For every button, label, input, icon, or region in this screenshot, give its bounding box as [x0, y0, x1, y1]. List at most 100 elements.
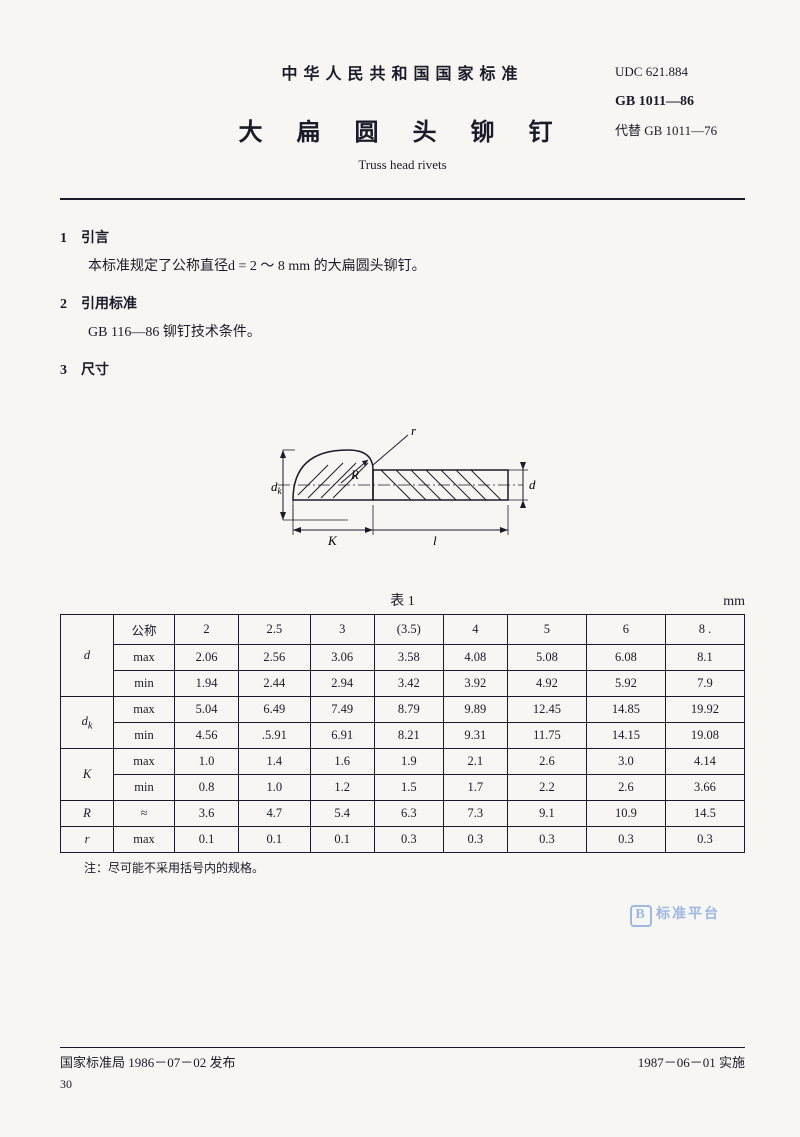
value-cell: 14.5 — [665, 801, 744, 827]
value-cell: 9.31 — [443, 723, 507, 749]
value-cell: 3 — [310, 615, 374, 645]
param-cell: dk — [61, 697, 114, 749]
label-d: d — [529, 477, 536, 492]
label-r: r — [411, 423, 417, 438]
value-cell: 2.56 — [239, 645, 311, 671]
page: 中华人民共和国国家标准 大 扁 圆 头 铆 钉 Truss head rivet… — [0, 0, 800, 1137]
table-caption-row: 表 1 mm — [60, 590, 745, 610]
dimension-table: d公称22.53(3.5)4568 .max2.062.563.063.584.… — [60, 614, 745, 853]
value-cell: 2.5 — [239, 615, 311, 645]
value-cell: 3.42 — [374, 671, 443, 697]
subparam-cell: max — [114, 827, 175, 853]
value-cell: 8.79 — [374, 697, 443, 723]
watermark-logo: B — [630, 905, 652, 927]
value-cell: 1.94 — [175, 671, 239, 697]
value-cell: 0.3 — [586, 827, 665, 853]
value-cell: 6 — [586, 615, 665, 645]
value-cell: 5.92 — [586, 671, 665, 697]
value-cell: 2.94 — [310, 671, 374, 697]
label-big-r: R — [350, 467, 359, 482]
param-cell: K — [61, 749, 114, 801]
replaces-code: 代替 GB 1011—76 — [615, 117, 745, 146]
value-cell: 5 — [507, 615, 586, 645]
value-cell: 5.08 — [507, 645, 586, 671]
table-note: 注：尽可能不采用括号内的规格。 — [60, 859, 745, 876]
value-cell: 0.1 — [239, 827, 311, 853]
title-chinese: 大 扁 圆 头 铆 钉 — [190, 112, 615, 147]
value-cell: 4.14 — [665, 749, 744, 775]
value-cell: 4.08 — [443, 645, 507, 671]
value-cell: 4.7 — [239, 801, 311, 827]
value-cell: 14.15 — [586, 723, 665, 749]
subparam-cell: max — [114, 697, 175, 723]
section-1-body: 本标准规定了公称直径d = 2 ～ 8 mm 的大扁圆头铆钉。 — [60, 253, 745, 281]
value-cell: 3.6 — [175, 801, 239, 827]
table-row: min4.56.5.916.918.219.3111.7514.1519.08 — [61, 723, 745, 749]
udc-code: UDC 621.884 — [615, 58, 745, 87]
footer-effective: 1987－06－01 实施 — [638, 1052, 745, 1071]
value-cell: 1.4 — [239, 749, 311, 775]
label-dk-sub: k — [277, 486, 282, 496]
table-row: max2.062.563.063.584.085.086.088.1 — [61, 645, 745, 671]
subparam-cell: 公称 — [114, 615, 175, 645]
value-cell: .5.91 — [239, 723, 311, 749]
subparam-cell: min — [114, 775, 175, 801]
value-cell: 1.7 — [443, 775, 507, 801]
value-cell: 10.9 — [586, 801, 665, 827]
param-cell: d — [61, 615, 114, 697]
value-cell: 3.0 — [586, 749, 665, 775]
header-codes: UDC 621.884 GB 1011—86 代替 GB 1011—76 — [615, 50, 745, 146]
footer: 国家标准局 1986－07－02 发布 1987－06－01 实施 30 — [60, 1047, 745, 1092]
value-cell: 6.08 — [586, 645, 665, 671]
value-cell: 11.75 — [507, 723, 586, 749]
header-center: 中华人民共和国国家标准 大 扁 圆 头 铆 钉 Truss head rivet… — [190, 50, 615, 173]
subparam-cell: min — [114, 723, 175, 749]
page-number: 30 — [60, 1077, 745, 1092]
section-1-head: 1 引言 — [60, 225, 745, 253]
value-cell: 2.6 — [586, 775, 665, 801]
value-cell: 5.04 — [175, 697, 239, 723]
value-cell: 7.49 — [310, 697, 374, 723]
table-unit: mm — [723, 594, 745, 610]
value-cell: 9.89 — [443, 697, 507, 723]
value-cell: 8 . — [665, 615, 744, 645]
param-cell: r — [61, 827, 114, 853]
header: 中华人民共和国国家标准 大 扁 圆 头 铆 钉 Truss head rivet… — [60, 50, 745, 173]
subparam-cell: max — [114, 749, 175, 775]
value-cell: 4 — [443, 615, 507, 645]
value-cell: 6.91 — [310, 723, 374, 749]
table-row: min1.942.442.943.423.924.925.927.9 — [61, 671, 745, 697]
watermark: B标准平台 — [630, 903, 720, 927]
value-cell: 12.45 — [507, 697, 586, 723]
value-cell: 2.2 — [507, 775, 586, 801]
value-cell: 0.1 — [175, 827, 239, 853]
table-row: d公称22.53(3.5)4568 . — [61, 615, 745, 645]
table-caption: 表 1 — [60, 590, 745, 610]
label-k: K — [327, 533, 338, 548]
value-cell: 7.9 — [665, 671, 744, 697]
divider-top — [60, 198, 745, 200]
title-english: Truss head rivets — [190, 157, 615, 173]
value-cell: 19.08 — [665, 723, 744, 749]
value-cell: 2 — [175, 615, 239, 645]
value-cell: 4.56 — [175, 723, 239, 749]
svg-text:dk: dk — [271, 479, 283, 496]
value-cell: 6.49 — [239, 697, 311, 723]
value-cell: 2.1 — [443, 749, 507, 775]
value-cell: 0.3 — [665, 827, 744, 853]
section-3: 3 尺寸 — [60, 357, 745, 385]
value-cell: 5.4 — [310, 801, 374, 827]
footer-issued: 国家标准局 1986－07－02 发布 — [60, 1052, 236, 1071]
value-cell: 2.06 — [175, 645, 239, 671]
value-cell: 1.5 — [374, 775, 443, 801]
standard-org: 中华人民共和国国家标准 — [190, 60, 615, 84]
value-cell: 2.44 — [239, 671, 311, 697]
section-2-head: 2 引用标准 — [60, 291, 745, 319]
value-cell: 6.3 — [374, 801, 443, 827]
value-cell: 3.06 — [310, 645, 374, 671]
value-cell: 1.0 — [175, 749, 239, 775]
table-row: rmax0.10.10.10.30.30.30.30.3 — [61, 827, 745, 853]
section-2: 2 引用标准 GB 116—86 铆钉技术条件。 — [60, 291, 745, 347]
rivet-svg: r R dk d K — [233, 405, 573, 565]
value-cell: (3.5) — [374, 615, 443, 645]
